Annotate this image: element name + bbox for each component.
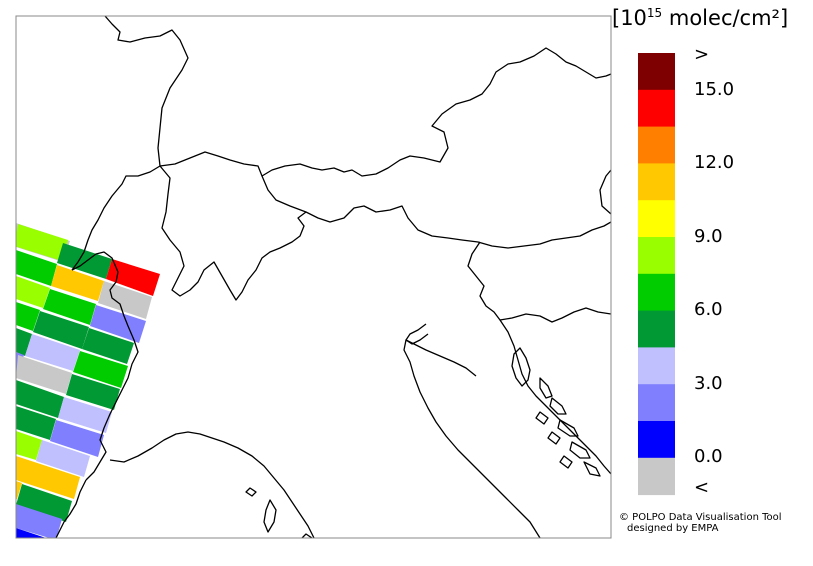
- tick-label-over: >: [694, 44, 710, 65]
- pixel: [51, 265, 104, 301]
- pixel: [33, 311, 89, 349]
- color-bin: [638, 163, 675, 201]
- border-line: [55, 479, 87, 538]
- color-scale-bar: [638, 53, 675, 496]
- color-bin: [638, 421, 675, 459]
- pixel: [16, 406, 56, 440]
- border-line: [599, 169, 611, 215]
- pixel: [66, 374, 120, 410]
- pixel: [16, 355, 72, 394]
- pixel: [106, 259, 160, 296]
- tick-label-9: 9.0: [694, 226, 723, 247]
- pixel: [16, 481, 22, 499]
- pixel: [43, 289, 96, 325]
- map-frame: [15, 15, 612, 539]
- pixel: [16, 380, 64, 418]
- pixel: [16, 528, 46, 538]
- coastline: [499, 319, 611, 475]
- pixel: [82, 328, 134, 364]
- color-bin: [638, 89, 675, 128]
- island: [301, 533, 313, 538]
- pixel: [50, 420, 104, 457]
- tick-label-0: 0.0: [694, 446, 723, 467]
- color-bin: [638, 273, 675, 312]
- tick-label-3: 3.0: [694, 373, 723, 394]
- island: [539, 377, 553, 399]
- borders-and-coastlines: [55, 16, 611, 538]
- border-line: [261, 175, 611, 249]
- tick-label-6: 6.0: [694, 299, 723, 320]
- border-line: [71, 251, 139, 481]
- pixel: [90, 305, 146, 343]
- border-line: [467, 241, 611, 323]
- color-bin: [638, 53, 675, 91]
- credit-line-2: designed by EMPA: [627, 523, 719, 534]
- color-bin: [638, 200, 675, 238]
- coastline: [403, 339, 541, 538]
- pixel: [25, 334, 80, 371]
- coastline: [511, 347, 531, 387]
- unit-label: [1015 molec/cm²]: [612, 6, 789, 30]
- pixel: [16, 504, 62, 538]
- coastline: [109, 431, 315, 538]
- pixel: [16, 456, 80, 499]
- color-bin: [638, 457, 675, 496]
- pixel: [16, 276, 50, 308]
- pixel: [16, 250, 57, 286]
- border-line: [159, 47, 611, 177]
- pixel: [16, 302, 40, 331]
- pixel: [36, 440, 90, 477]
- coastline: [405, 323, 429, 345]
- island: [559, 455, 573, 469]
- pixel: [16, 484, 72, 522]
- pixel: [16, 328, 32, 356]
- satellite-pixel-swath: [16, 223, 160, 538]
- island: [583, 461, 601, 477]
- pixel: [16, 431, 42, 460]
- color-bin: [638, 384, 675, 422]
- island: [549, 397, 567, 415]
- pixel: [98, 281, 152, 319]
- color-bin: [638, 237, 675, 275]
- island: [557, 419, 579, 437]
- color-bin: [638, 310, 675, 348]
- tick-label-under: <: [694, 477, 710, 498]
- island: [547, 431, 561, 445]
- island: [535, 411, 549, 425]
- border-line: [159, 165, 307, 301]
- coastline: [263, 499, 277, 533]
- color-bin: [638, 347, 675, 385]
- pixel: [16, 224, 68, 261]
- island: [245, 487, 257, 497]
- island: [569, 441, 591, 459]
- border-line: [71, 16, 189, 271]
- pixel: [58, 397, 112, 433]
- pixel: [73, 351, 128, 388]
- tick-label-12: 12.0: [694, 152, 735, 173]
- tick-label-15: 15.0: [694, 79, 735, 100]
- pixel: [57, 243, 112, 279]
- color-bin: [638, 126, 675, 164]
- credit-line-1: © POLPO Data Visualisation Tool: [619, 512, 782, 523]
